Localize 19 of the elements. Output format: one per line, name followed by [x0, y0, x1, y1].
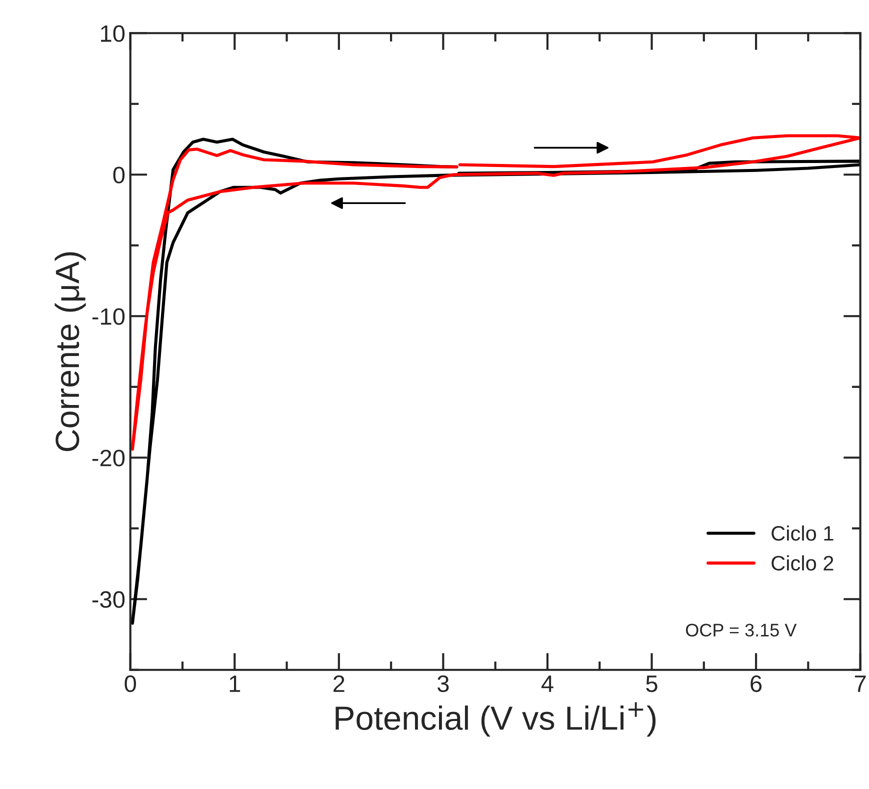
y-tick-label: 10	[101, 25, 125, 42]
x-tick-label: 3	[438, 675, 449, 692]
y-tick-label: -10	[92, 308, 125, 325]
x-tick-label: 0	[124, 675, 136, 692]
line-series	[130, 134, 860, 451]
x-tick-label: 6	[750, 675, 762, 692]
legend-label: Ciclo 2	[772, 555, 834, 571]
x-tick-label: 7	[854, 676, 866, 692]
x-tick-label: 1	[230, 676, 240, 692]
x-tick-label: 5	[646, 676, 658, 692]
y-tick-label: -20	[92, 450, 125, 466]
y-tick-label: -30	[92, 591, 125, 608]
x-axis-title: Potencial (V vs Li/Li$^{+}$)	[336, 702, 656, 737]
y-axis-title: Corrente (μA)	[54, 252, 86, 452]
x-tick-label: 2	[334, 675, 344, 692]
x-tick-label: 4	[541, 676, 554, 692]
annotation: OCP = 3.15 V	[686, 624, 797, 637]
legend-label: Ciclo 1	[772, 525, 834, 541]
y-tick-label: 0	[113, 166, 125, 184]
